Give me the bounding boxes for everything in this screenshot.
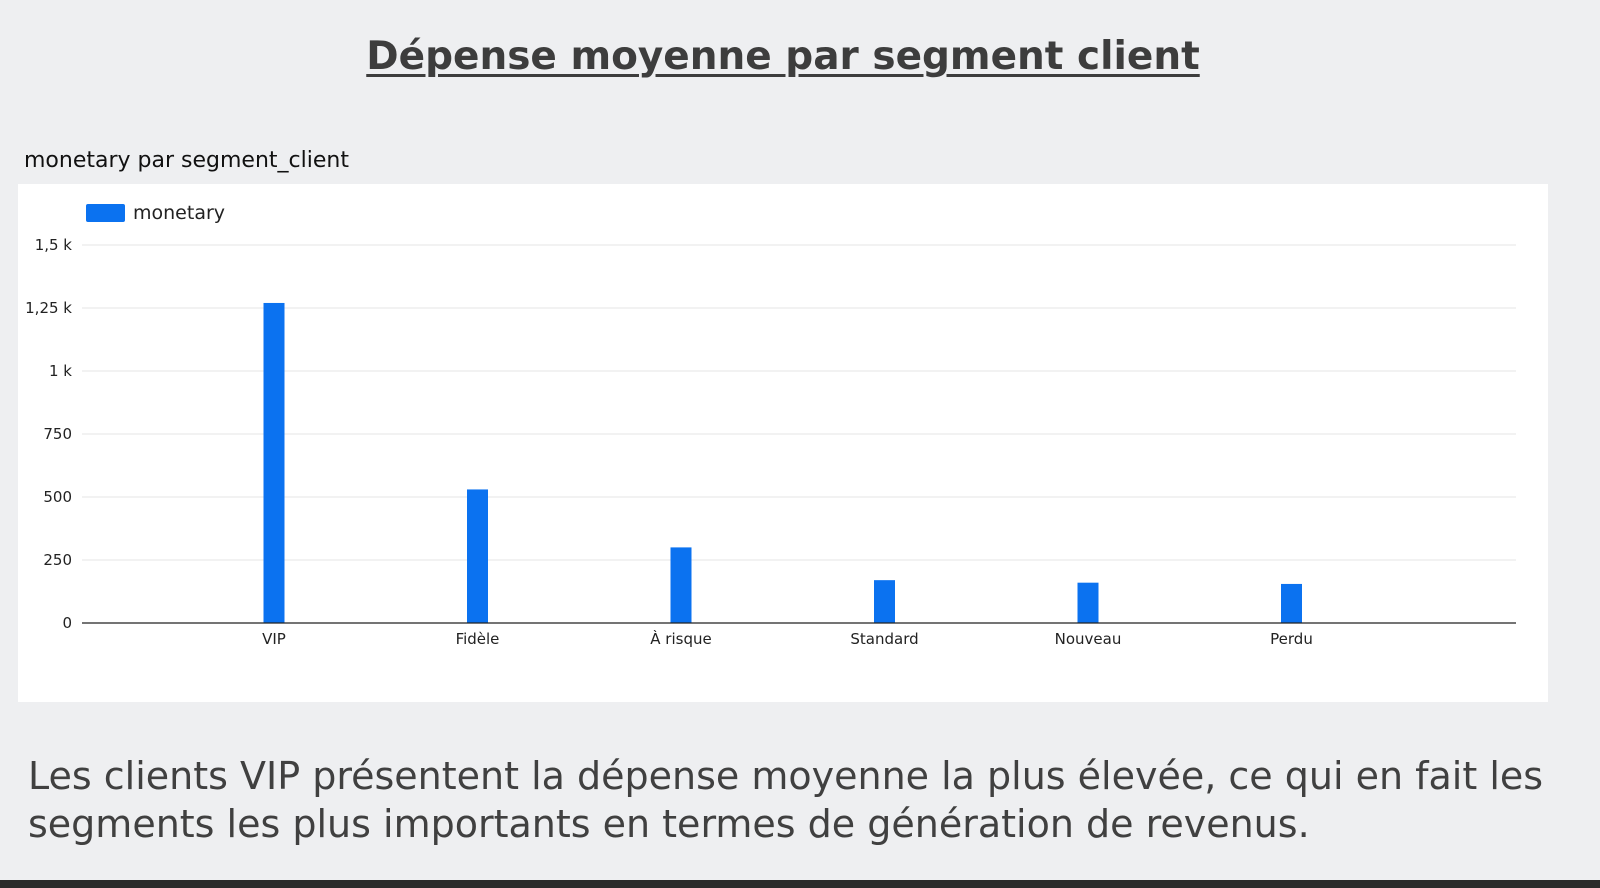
- bottom-bar: [0, 880, 1600, 888]
- page-title: Dépense moyenne par segment client: [366, 34, 1200, 79]
- y-tick-label: 1,25 k: [25, 299, 72, 317]
- y-tick-label: 250: [43, 551, 72, 569]
- legend-swatch: [86, 204, 125, 222]
- x-tick-label: Perdu: [1270, 630, 1313, 648]
- y-tick-label: 500: [43, 488, 72, 506]
- chart-card: 0 250 500 750 1 k 1,25 k 1,5 k VIP Fidèle À risqu…: [18, 184, 1548, 702]
- bar-5: [1281, 583, 1302, 623]
- y-tick-label: 1 k: [49, 362, 72, 380]
- caption-text: Les clients VIP présentent la dépense mo…: [28, 754, 1544, 846]
- bar-1: [467, 489, 488, 623]
- y-tick-label: 750: [43, 425, 72, 443]
- bar-3: [874, 580, 895, 623]
- x-tick-label: À risque: [650, 629, 711, 648]
- bar-4: [1077, 582, 1099, 623]
- bar-chart: 0 250 500 750 1 k 1,25 k 1,5 k VIP Fidèle À risqu…: [25, 202, 1516, 648]
- x-tick-label: Nouveau: [1055, 630, 1122, 648]
- y-tick-label: 1,5 k: [35, 236, 73, 254]
- bar-0: [263, 302, 285, 623]
- y-tick-label: 0: [62, 614, 72, 632]
- chart-title: monetary par segment_client: [24, 148, 349, 173]
- legend-label: monetary: [133, 202, 225, 224]
- x-tick-label: VIP: [262, 630, 286, 648]
- x-tick-label: Fidèle: [456, 630, 500, 648]
- bar-2: [670, 547, 692, 623]
- x-tick-label: Standard: [850, 630, 918, 648]
